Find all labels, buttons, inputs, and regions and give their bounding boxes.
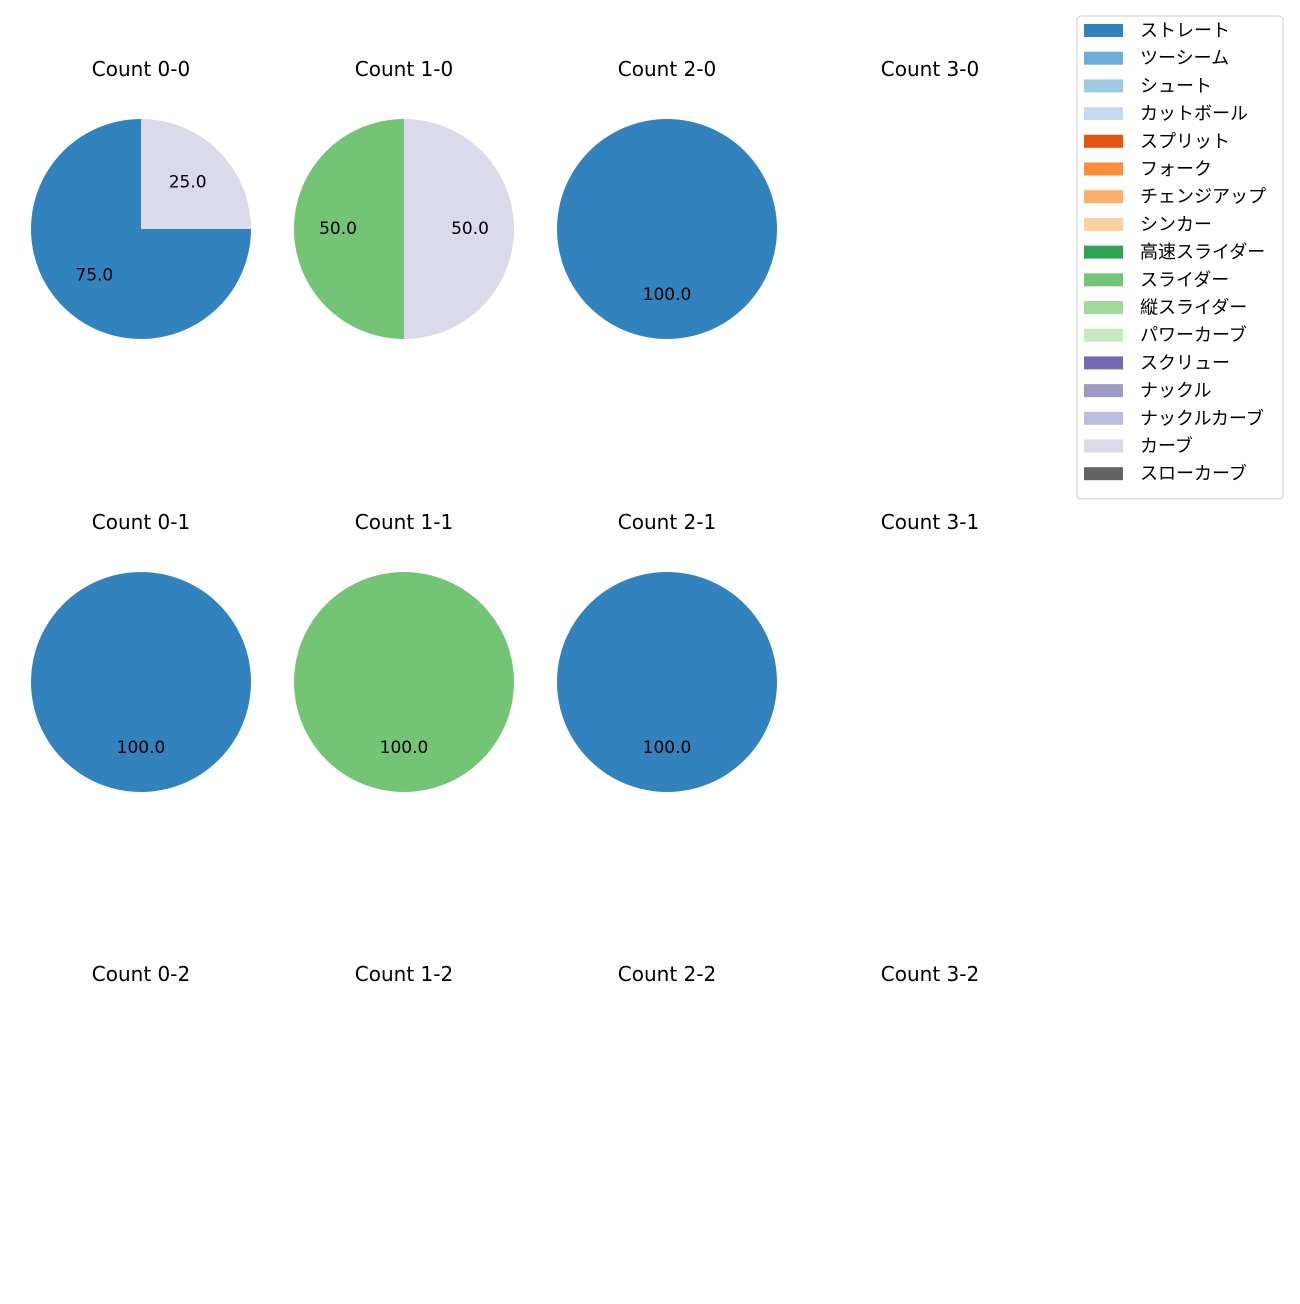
pie-slice [294,572,514,792]
legend-label: ナックルカーブ [1140,407,1264,429]
legend-label: ストレート [1140,21,1230,42]
legend-swatch [1084,217,1123,231]
legend-label: スライダー [1140,270,1229,291]
legend-label: ナックル [1140,381,1211,402]
legend-label: カットボール [1140,104,1248,125]
pie-slice [557,119,777,339]
pie-slice [404,119,514,339]
legend-swatch [1084,107,1123,121]
pie-panel: Count 2-1 100.0 [557,510,777,792]
legend-swatch [1084,439,1123,453]
legend-label: スローカーブ [1140,463,1247,485]
pie-panel: Count 0-1 100.0 [31,510,251,792]
pie-panel: Count 1-0 50.0 50.0 [294,57,514,339]
legend-swatch [1084,190,1123,204]
legend-swatch [1084,134,1123,148]
legend-swatch [1084,467,1123,481]
panel-title: Count 3-1 [881,510,979,534]
pie-panel: Count 3-1 [881,510,979,534]
slice-label: 50.0 [451,219,489,239]
legend-swatch [1084,328,1123,342]
pie-slice [294,119,404,339]
slice-label: 75.0 [75,266,113,286]
slice-label: 50.0 [319,219,357,239]
legend-swatch [1084,51,1123,65]
pie-panel: Count 0-0 75.0 25.0 [31,57,251,339]
legend-swatch [1084,411,1123,425]
legend-swatch [1084,301,1123,314]
panel-title: Count 2-0 [618,57,716,81]
legend-swatch [1084,384,1123,398]
panel-title: Count 1-1 [355,510,453,534]
legend-label: 高速スライダー [1140,242,1265,263]
legend-label: カーブ [1140,435,1193,457]
legend-label: パワーカーブ [1140,324,1247,346]
pie-panel: Count 2-0 100.0 [557,57,777,339]
legend-label: フォーク [1140,159,1212,180]
slice-label: 100.0 [117,738,166,758]
legend-swatch [1084,356,1123,370]
legend-label: 縦スライダー [1140,298,1247,319]
legend-label: チェンジアップ [1140,187,1266,208]
pie-panel: Count 3-2 [881,962,979,986]
panel-title: Count 0-0 [92,57,190,81]
slice-label: 100.0 [643,738,692,758]
legend-swatch [1084,162,1123,176]
legend-swatch [1084,79,1123,93]
legend-swatch [1084,245,1123,259]
panel-title: Count 3-0 [881,57,979,81]
panel-title: Count 1-2 [355,962,453,986]
legend-label: ツーシーム [1140,48,1229,69]
legend-swatch [1084,273,1123,287]
pie-panel: Count 0-2 [92,962,190,986]
legend: ストレートツーシームシュートカットボールスプリットフォークチェンジアップシンカー… [1076,15,1284,500]
panel-title: Count 0-2 [92,962,190,986]
legend-label: シンカー [1140,214,1212,235]
pie-panel: Count 2-2 [618,962,716,986]
legend-label: スクリュー [1140,353,1230,374]
panel-title: Count 0-1 [92,510,190,534]
legend-frame [1076,15,1284,500]
pie-slice [31,572,251,792]
pie-slice [141,119,251,229]
slice-label: 100.0 [643,285,692,305]
panel-title: Count 3-2 [881,962,979,986]
pie-panel: Count 3-0 [881,57,979,81]
panel-title: Count 1-0 [355,57,453,81]
panel-title: Count 2-1 [618,510,716,534]
legend-label: スプリット [1140,131,1230,152]
pie-panel: Count 1-1 100.0 [294,510,514,792]
pie-slice [557,572,777,792]
panel-title: Count 2-2 [618,962,716,986]
slice-label: 100.0 [380,738,429,758]
slice-label: 25.0 [169,172,207,192]
pie-panel: Count 1-2 [355,962,453,986]
legend-swatch [1084,24,1123,37]
legend-label: シュート [1140,76,1212,97]
